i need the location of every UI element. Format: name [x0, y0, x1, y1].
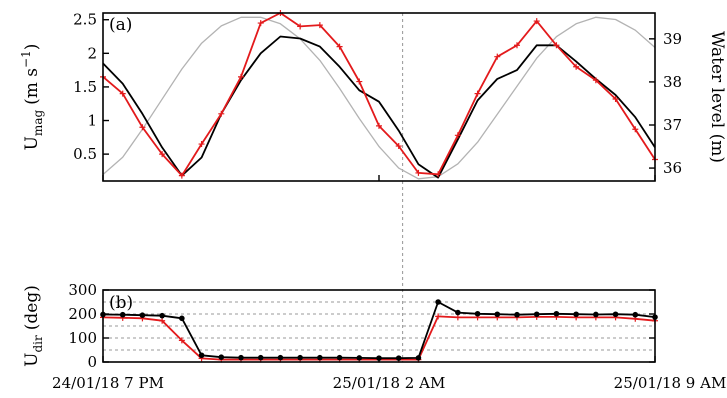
panel-b-grid	[103, 301, 655, 351]
panel-b-series-0-point	[514, 311, 520, 318]
panel-a-ticks: 0.5 1 1.5 2 2.5 36 37 38 39	[73, 11, 682, 177]
panel-a-series-0-point	[415, 169, 422, 176]
panel-a-series-0-point	[356, 78, 363, 85]
panel-b-y-tick-label: 300	[68, 281, 97, 299]
panel-b-series-0-point	[119, 311, 126, 318]
panel-a-series-0-point	[395, 143, 402, 150]
x-axis-tick-label: 24/01/18 7 PM	[52, 374, 164, 392]
panel-a-tag: (a)	[109, 15, 132, 35]
panel-a-series-0-point	[533, 18, 540, 25]
panel-a-y-tick-label: 2.5	[73, 11, 97, 29]
panel-a-y-axis-unit-close: )	[22, 44, 42, 51]
panel-a-series-0-point	[218, 110, 225, 117]
panel-a-series-0-point	[297, 23, 304, 30]
panel-a-series-2-line	[102, 16, 656, 180]
panel-a-y-axis-symbol: U	[22, 136, 42, 150]
panel-b-series-1-point	[435, 313, 442, 320]
panel-a-right-tick-label: 39	[663, 30, 682, 48]
panel-a-series-0-point	[159, 151, 166, 158]
panel-a-series-0-point	[316, 22, 323, 29]
panel-a-frame	[102, 12, 656, 182]
panel-b-series-0-point	[159, 312, 165, 319]
panel-a-series-0-point	[454, 132, 461, 139]
panel-b-series-0-point	[533, 311, 540, 318]
panel-a-series-0-point	[376, 122, 382, 129]
panel-a-series-1-line	[102, 35, 656, 179]
panel-a-series-0-point	[139, 124, 146, 131]
panel-b-series-0-point	[435, 299, 441, 305]
panel-b-series-1-point	[178, 337, 185, 344]
panel-a-series	[100, 10, 658, 180]
panel-a-right-tick-label: 38	[663, 73, 682, 91]
x-axis-tick-label: 25/01/18 2 AM	[333, 374, 446, 392]
panel-a: 0.5 1 1.5 2 2.5 36 37 38 39 (a) Umag (m s−1) Wate…	[19, 10, 727, 362]
panel-b-series-0-point	[573, 311, 579, 318]
panel-b-series-0-point	[415, 355, 422, 361]
panel-b-y-axis-title: Udir (deg)	[22, 285, 45, 367]
panel-b-series-0-point	[238, 354, 244, 361]
panel-a-series-0-point	[612, 96, 619, 103]
panel-b-series-0-point	[455, 309, 461, 316]
panel-b-series-0-point	[139, 312, 146, 319]
panel-a-series-0-point	[178, 172, 185, 179]
panel-b-series-0-point	[277, 354, 284, 361]
panel-a-y-tick-label: 2	[87, 44, 97, 62]
panel-b-y-axis-unit: (deg)	[22, 285, 42, 330]
panel-b-series-0-point	[317, 354, 323, 361]
panel-a-series-0-point	[257, 20, 264, 27]
panel-a-series-0-point	[553, 42, 560, 49]
panel-b-series-0-point	[395, 355, 402, 361]
panel-b-y-tick-label: 100	[68, 329, 97, 347]
panel-a-right-axis-title: Water level (m)	[707, 31, 727, 163]
panel-a-series-0-point	[336, 43, 343, 50]
panel-b-ticks: 0 100 200 300	[68, 281, 655, 371]
panel-a-series-0-point	[592, 77, 599, 84]
panel-a-y-axis-subscript: mag	[31, 110, 45, 137]
panel-b-series-0-point	[356, 355, 363, 361]
x-axis-tick-label: 25/01/18 9 AM	[614, 374, 727, 392]
x-axis-tick-labels: 24/01/18 7 PM 25/01/18 2 AM 25/01/18 9 AM	[52, 175, 726, 392]
panel-b-y-axis-symbol: U	[22, 353, 42, 367]
panel-b-series-0-point	[632, 311, 639, 318]
panel-a-y-axis-unit: (m s	[22, 68, 42, 105]
panel-b-y-tick-label: 0	[87, 353, 97, 371]
panel-b-y-tick-label: 200	[68, 305, 97, 323]
panel-a-y-axis-title: Umag (m s−1)	[19, 44, 45, 151]
panel-b-series	[100, 299, 658, 363]
panel-b: 0 100 200 300 (b) Udir (deg)	[22, 281, 658, 371]
panel-b-series-0-point	[593, 311, 599, 318]
panel-a-y-tick-label: 1.5	[73, 78, 97, 96]
panel-b-series-0-point	[336, 354, 343, 361]
panel-a-y-tick-label: 1	[87, 112, 97, 130]
panel-a-series-0-point	[573, 63, 580, 70]
panel-b-series-0-point	[218, 354, 225, 361]
panel-b-series-1-point	[159, 317, 166, 324]
panel-b-series-0-point	[179, 315, 185, 322]
panel-b-series-0-point	[612, 311, 619, 318]
panel-a-series-0-point	[494, 53, 501, 60]
panel-b-series-0-point	[257, 354, 264, 361]
panel-b-y-axis-subscript: dir	[31, 335, 45, 353]
panel-b-series-0-point	[553, 310, 560, 317]
panel-a-right-tick-label: 37	[663, 116, 682, 134]
panel-a-series-0-point	[474, 90, 481, 97]
panel-a-series-0-point	[632, 126, 639, 133]
panel-a-series-0-point	[238, 73, 244, 80]
panel-b-series-1-point	[454, 314, 461, 321]
panel-a-series-0-point	[514, 42, 520, 49]
panel-a-series-0-point	[435, 171, 442, 178]
panel-a-series-0-line	[102, 12, 656, 177]
panel-a-y-tick-label: 0.5	[73, 145, 97, 163]
panel-b-series-0-point	[297, 354, 303, 361]
panel-a-series-0-point	[198, 141, 205, 148]
panel-b-series-0-point	[198, 352, 205, 359]
panel-b-tag: (b)	[109, 293, 133, 313]
panel-a-right-tick-label: 36	[663, 159, 682, 177]
panel-a-y-axis-unit-exponent: −1	[19, 50, 33, 68]
panel-b-series-0-point	[494, 311, 501, 318]
panel-b-series-0-point	[474, 310, 481, 317]
panel-a-series-0-point	[119, 90, 126, 97]
